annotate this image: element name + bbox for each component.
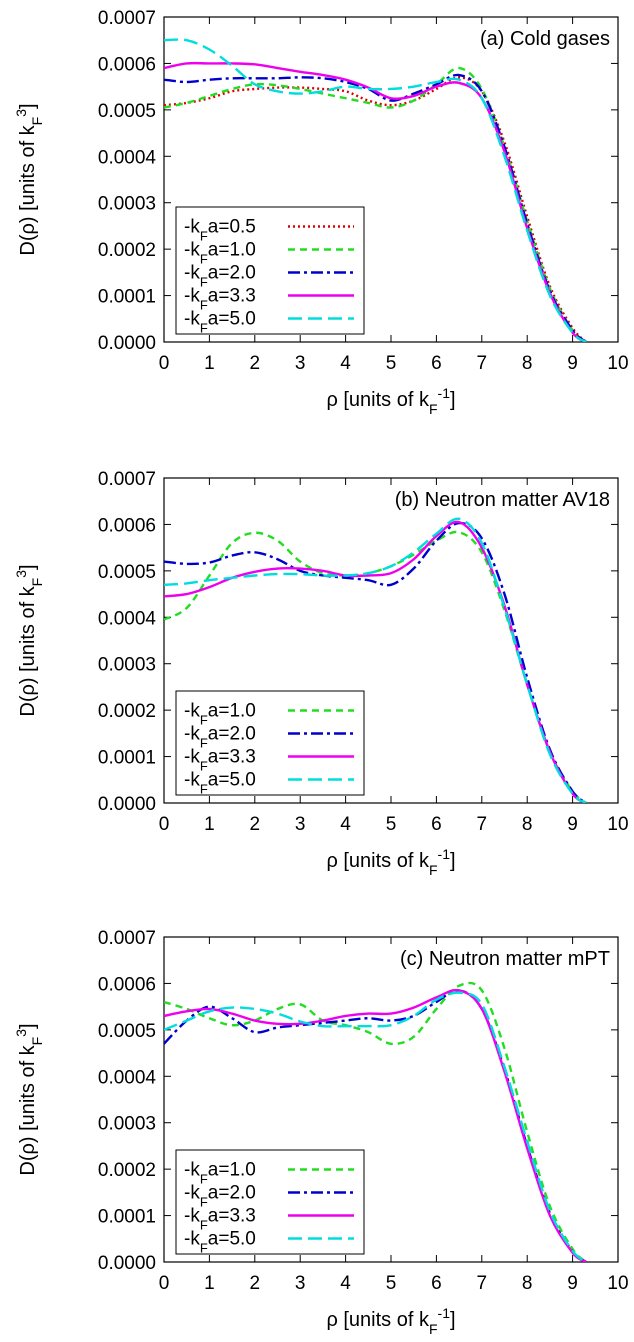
x-tick-label: 10 [607, 1273, 628, 1294]
x-tick-label: 4 [340, 814, 351, 835]
legend-entry: -kFa=5.0 [184, 309, 256, 336]
y-tick-label: 0.0003 [98, 194, 156, 215]
series-line-4 [164, 61, 587, 342]
legend-entry: -kFa=2.0 [184, 724, 256, 751]
x-tick-label: 0 [159, 353, 170, 374]
chart-panel-3: 0 1 2 3 4 5 6 7 8 9 10 0.0000 0.0001 0.0002 0.0003 0.00… [13, 928, 629, 1337]
panel-title: (a) Cold gases [480, 28, 610, 50]
series-line-1 [164, 981, 588, 1262]
y-axis-label: D(ρ) [units of kF3] [13, 103, 45, 255]
y-tick-label: 0.0002 [98, 1160, 156, 1181]
x-axis-label: ρ [units of kF-1] [326, 1305, 455, 1337]
series-line-5 [164, 38, 587, 342]
legend-box [175, 206, 365, 335]
x-tick-label: 7 [477, 1273, 488, 1294]
x-axis-label: ρ [units of kF-1] [326, 385, 455, 417]
x-tick-label: 1 [204, 1273, 215, 1294]
x-tick-label: 8 [522, 1273, 533, 1294]
panel-title: (b) Neutron matter AV18 [395, 489, 610, 511]
legend-entry: -kFa=1.0 [184, 701, 256, 728]
y-tick-label: 0.0006 [98, 515, 156, 536]
x-tick-label: 8 [522, 353, 533, 374]
y-axis-label: D(ρ) [units of kF3] [13, 564, 45, 716]
legend-entry: -kFa=3.3 [184, 1206, 256, 1233]
legend-entry: -kFa=0.5 [184, 217, 256, 244]
series-line-3 [164, 988, 587, 1262]
y-tick-label: 0.0000 [98, 1253, 156, 1274]
x-tick-label: 9 [567, 353, 578, 374]
x-axis-label: ρ [units of kF-1] [326, 846, 455, 878]
y-tick-label: 0.0004 [98, 608, 157, 629]
legend-entry: -kFa=2.0 [184, 263, 256, 290]
x-tick-label: 5 [386, 1273, 397, 1294]
x-tick-label: 2 [250, 814, 261, 835]
x-tick-label: 3 [295, 814, 306, 835]
x-tick-label: 7 [477, 353, 488, 374]
y-tick-label: 0.0002 [98, 240, 156, 261]
legend-entry: -kFa=2.0 [184, 1183, 256, 1210]
x-tick-label: 9 [567, 814, 578, 835]
y-tick-label: 0.0003 [98, 655, 156, 676]
x-tick-label: 5 [386, 814, 397, 835]
legend-box [175, 690, 365, 796]
y-tick-label: 0.0007 [98, 469, 156, 490]
legend-entry: -kFa=1.0 [184, 240, 256, 267]
panel-title: (c) Neutron matter mPT [400, 948, 610, 970]
y-tick-label: 0.0000 [98, 333, 156, 354]
y-tick-label: 0.0004 [98, 147, 157, 168]
legend-box [175, 1149, 365, 1255]
y-tick-label: 0.0006 [98, 974, 156, 995]
y-tick-label: 0.0001 [98, 1207, 156, 1228]
chart-panel-1: 0 1 2 3 4 5 6 7 8 9 10 0.0000 0.0001 0.0002 0.0003 0.00… [13, 8, 629, 417]
x-tick-label: 2 [250, 1273, 261, 1294]
y-tick-label: 0.0001 [98, 748, 156, 769]
y-tick-label: 0.0002 [98, 701, 156, 722]
x-tick-label: 6 [431, 814, 442, 835]
x-tick-label: 1 [204, 353, 215, 374]
series-line-2 [164, 521, 587, 803]
x-tick-label: 2 [250, 353, 261, 374]
x-tick-label: 8 [522, 814, 533, 835]
y-tick-label: 0.0004 [98, 1067, 157, 1088]
x-tick-label: 10 [607, 814, 628, 835]
series-line-3 [164, 73, 587, 342]
x-tick-label: 3 [295, 353, 306, 374]
x-tick-label: 4 [340, 1273, 351, 1294]
y-tick-label: 0.0007 [98, 8, 156, 29]
legend-entry: -kFa=5.0 [184, 770, 256, 797]
x-tick-label: 5 [386, 353, 397, 374]
legend-entry: -kFa=5.0 [184, 1229, 256, 1256]
chart-panel-2: 0 1 2 3 4 5 6 7 8 9 10 0.0000 0.0001 0.0002 0.0003 0.00… [13, 469, 629, 878]
y-tick-label: 0.0006 [98, 54, 156, 75]
x-tick-label: 1 [204, 814, 215, 835]
x-tick-label: 6 [431, 1273, 442, 1294]
x-tick-label: 7 [477, 814, 488, 835]
x-tick-label: 0 [159, 1273, 170, 1294]
y-tick-label: 0.0000 [98, 794, 156, 815]
y-tick-label: 0.0007 [98, 928, 156, 949]
series-line-4 [164, 517, 587, 803]
x-tick-label: 4 [340, 353, 351, 374]
y-tick-label: 0.0005 [98, 101, 156, 122]
legend-entry: -kFa=1.0 [184, 1160, 256, 1187]
series-line-4 [164, 991, 587, 1262]
y-axis-label: D(ρ) [units of kF3] [13, 1023, 45, 1175]
x-tick-label: 6 [431, 353, 442, 374]
x-tick-label: 0 [159, 814, 170, 835]
x-tick-label: 9 [567, 1273, 578, 1294]
y-tick-label: 0.0005 [98, 1021, 156, 1042]
y-tick-label: 0.0005 [98, 562, 156, 583]
x-tick-label: 10 [607, 353, 628, 374]
y-tick-label: 0.0003 [98, 1114, 156, 1135]
x-tick-label: 3 [295, 1273, 306, 1294]
legend-entry: -kFa=3.3 [184, 747, 256, 774]
y-tick-label: 0.0001 [98, 287, 156, 308]
legend-entry: -kFa=3.3 [184, 286, 256, 313]
